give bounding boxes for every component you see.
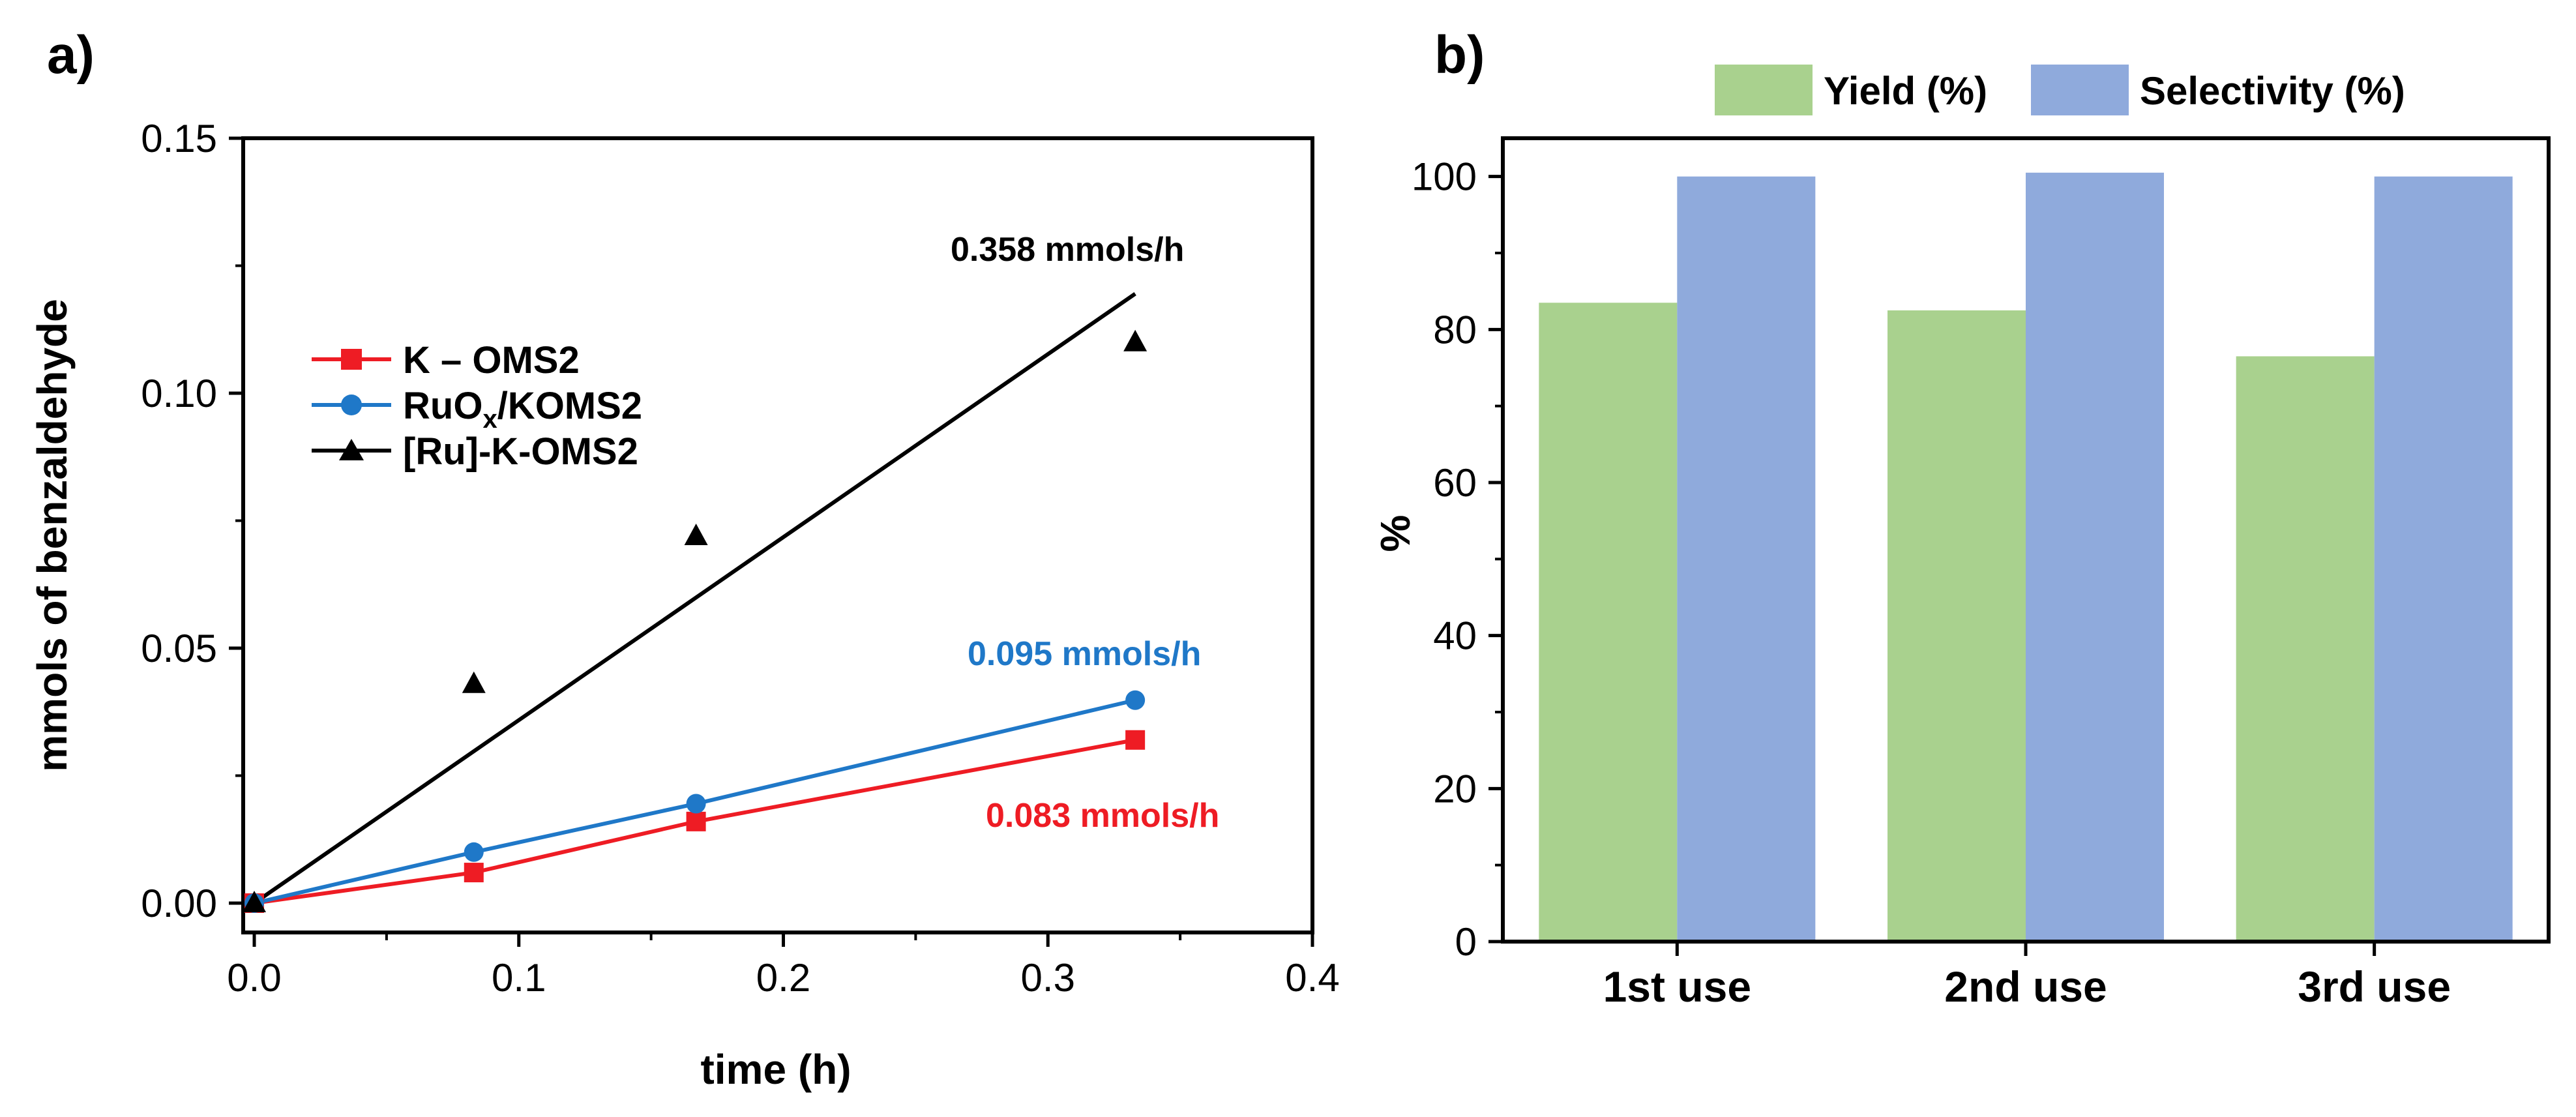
data-point-k-oms2 — [686, 811, 706, 831]
legend-marker-square — [341, 349, 362, 370]
plot-a-ylabel: mmols of benzaldehyde — [29, 299, 76, 771]
legend-swatch-yield — [1715, 65, 1813, 115]
data-point-k-oms2 — [1125, 730, 1146, 750]
data-point-ruox-koms2 — [464, 842, 484, 862]
category-label: 2nd use — [1944, 962, 2107, 1011]
bar-selectivity-1 — [1677, 176, 1816, 942]
category-label: 1st use — [1603, 962, 1751, 1011]
y-tick-label: 100 — [1412, 155, 1477, 199]
chart-a: a) 0.0 0.1 0.2 0.3 0.4 0.00 0.05 0.10 0.15 time … — [29, 25, 1340, 1093]
bar-yield-3 — [2236, 356, 2375, 942]
y-tick-label: 0.00 — [141, 882, 217, 925]
plot-b-legend: Yield (%) Selectivity (%) — [1715, 65, 2405, 115]
bar-yield-2 — [1888, 310, 2026, 942]
x-tick-label: 0.1 — [492, 956, 546, 1000]
plot-b-ylabel: % — [1372, 515, 1419, 552]
data-point-ruox-koms2 — [686, 794, 706, 814]
y-tick-label: 40 — [1433, 614, 1477, 658]
fit-line-ru-k-oms2 — [253, 292, 1136, 905]
panel-a-label: a) — [47, 25, 95, 85]
plot-a-frame — [241, 136, 1314, 934]
bar-selectivity-3 — [2374, 176, 2513, 942]
series-line-k-oms2 — [254, 737, 1136, 905]
legend-swatch-selectivity — [2031, 65, 2129, 115]
legend-item-k-oms2: K – OMS2 — [312, 339, 580, 381]
data-point-ru-k-oms2 — [462, 671, 486, 693]
data-point-ru-k-oms2 — [684, 523, 708, 545]
x-tick-label: 0.2 — [756, 956, 810, 1000]
annotation-rate-ruox-koms2: 0.095 mmols/h — [968, 635, 1201, 673]
legend-label-ruox-koms2: RuOx/KOMS2 — [403, 385, 642, 434]
legend-label-k-oms2: K – OMS2 — [403, 339, 580, 381]
data-point-k-oms2 — [464, 863, 484, 883]
y-tick-label: 0 — [1455, 920, 1477, 964]
legend-label-selectivity: Selectivity (%) — [2140, 69, 2405, 113]
plot-a-lines — [253, 292, 1136, 905]
legend-marker-circle — [341, 395, 362, 415]
data-point-ru-k-oms2 — [243, 891, 266, 912]
annotation-rate-k-oms2: 0.083 mmols/h — [986, 797, 1219, 835]
legend-marker-triangle — [339, 439, 364, 460]
x-tick-label: 0.4 — [1285, 956, 1339, 1000]
legend-label-yield: Yield (%) — [1824, 69, 1987, 113]
y-tick-label: 0.10 — [141, 372, 217, 415]
series-line-ruox-koms2 — [254, 698, 1136, 905]
legend-item-ruox-koms2: RuOx/KOMS2 — [312, 385, 642, 434]
plot-a-legend: K – OMS2 RuOx/KOMS2 [Ru]-K-OMS2 — [312, 339, 642, 473]
bar-yield-1 — [1539, 303, 1678, 942]
y-tick-label: 0.05 — [141, 627, 217, 670]
data-point-ru-k-oms2 — [1123, 329, 1147, 351]
y-tick-label: 0.15 — [141, 117, 217, 160]
bar-selectivity-2 — [2026, 172, 2164, 942]
plot-b-bars — [1539, 172, 2513, 942]
y-tick-label: 80 — [1433, 308, 1477, 351]
y-tick-label: 20 — [1433, 767, 1477, 811]
x-tick-label: 0.0 — [227, 956, 281, 1000]
x-tick-label: 0.3 — [1021, 956, 1075, 1000]
plot-a-xlabel: time (h) — [700, 1046, 851, 1093]
data-point-ruox-koms2 — [1125, 690, 1146, 710]
y-tick-label: 60 — [1433, 461, 1477, 505]
panel-b-label: b) — [1434, 25, 1485, 85]
plot-a-markers — [243, 329, 1147, 913]
chart-b: b) Yield (%) Selectivity (%) 0 20 40 60 80 10… — [1372, 25, 2551, 1011]
plot-b-ticks: 0 20 40 60 80 100 1st use 2nd use 3rd use — [1412, 155, 2451, 1011]
legend-item-ru-k-oms2: [Ru]-K-OMS2 — [312, 430, 638, 473]
annotation-rate-ru-k-oms2: 0.358 mmols/h — [951, 231, 1184, 269]
legend-label-ru-k-oms2: [Ru]-K-OMS2 — [403, 430, 638, 473]
plot-a-ticks: 0.0 0.1 0.2 0.3 0.4 0.00 0.05 0.10 0.15 — [141, 117, 1339, 1000]
category-label: 3rd use — [2298, 962, 2451, 1011]
